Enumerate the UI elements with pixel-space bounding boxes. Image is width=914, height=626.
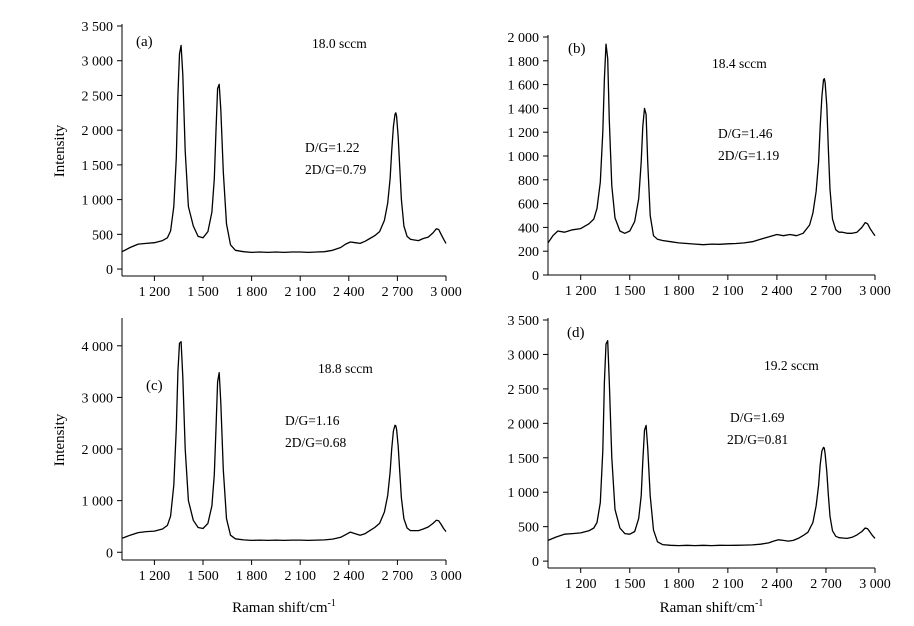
flow-rate-label: 18.8 sccm (318, 361, 373, 376)
y-tick-label: 1 000 (82, 194, 114, 209)
y-tick-label: 600 (518, 198, 539, 213)
y-tick-label: 200 (518, 245, 539, 260)
x-tick-label: 1 800 (236, 569, 268, 584)
y-tick-label: 0 (106, 263, 113, 278)
y-tick-label: 1 000 (508, 150, 540, 165)
y-tick-label: 2 000 (508, 31, 540, 46)
x-axis-title-superscript: -1 (755, 598, 763, 609)
2d-g-ratio-label: 2D/G=0.68 (285, 435, 346, 450)
flow-rate-label: 18.0 sccm (312, 36, 367, 51)
y-tick-label: 0 (532, 269, 539, 284)
raman-spectrum-line (121, 44, 447, 254)
x-tick-label: 3 000 (430, 569, 462, 584)
x-tick-label: 2 700 (810, 284, 842, 299)
y-axis-title: Intensity (52, 413, 68, 466)
x-axis-title-text: Raman shift/cm (660, 600, 756, 616)
x-tick-label: 1 500 (187, 285, 219, 300)
y-tick-label: 1 000 (82, 495, 114, 510)
panel-a: 0 500 1 000 1 500 2 000 2 500 3 000 3 500 1 200 1… (52, 20, 462, 300)
y-tick-label: 3 500 (508, 314, 540, 329)
y-tick-label: 1 600 (508, 79, 540, 94)
y-tick-label: 1 000 (508, 486, 540, 501)
x-tick-label: 2 100 (284, 569, 316, 584)
x-tick-label: 1 500 (187, 569, 219, 584)
x-axis-title: Raman shift/cm-1 (660, 598, 764, 616)
x-tick-label: 3 000 (859, 284, 891, 299)
y-tick-label: 500 (92, 228, 113, 243)
x-tick-label: 2 100 (712, 284, 744, 299)
raman-spectrum-line (547, 43, 876, 246)
d-g-ratio-label: D/G=1.16 (285, 413, 340, 428)
x-tick-label: 2 100 (712, 577, 744, 592)
x-tick-label: 2 700 (382, 569, 414, 584)
y-tick-label: 1 500 (508, 452, 540, 467)
y-tick-label: 1 500 (82, 159, 114, 174)
d-g-ratio-label: D/G=1.46 (718, 126, 773, 141)
panel-c: 0 1 000 2 000 3 000 4 000 1 200 1 500 1 800 2 10… (52, 318, 462, 584)
x-tick-label: 2 400 (333, 569, 365, 584)
flow-rate-label: 18.4 sccm (712, 56, 767, 71)
y-tick-label: 500 (518, 521, 539, 536)
y-tick-label: 1 400 (508, 102, 540, 117)
panel-b: 0 200 400 600 800 1 000 1 200 1 400 1 600 1 800 2 … (508, 31, 891, 299)
y-tick-label: 3 000 (82, 55, 114, 70)
x-tick-label: 1 200 (139, 285, 171, 300)
x-tick-label: 1 800 (663, 284, 695, 299)
x-tick-label: 2 400 (761, 284, 793, 299)
x-tick-label: 3 000 (859, 577, 891, 592)
y-tick-label: 3 000 (82, 391, 114, 406)
2d-g-ratio-label: 2D/G=0.81 (727, 432, 788, 447)
x-tick-label: 1 800 (236, 285, 268, 300)
x-tick-label: 2 400 (333, 285, 365, 300)
x-tick-label: 2 700 (810, 577, 842, 592)
x-tick-label: 1 500 (614, 284, 646, 299)
2d-g-ratio-label: 2D/G=1.19 (718, 148, 779, 163)
y-axis-title: Intensity (52, 124, 68, 177)
y-tick-label: 1 800 (508, 55, 540, 70)
x-tick-label: 2 400 (761, 577, 793, 592)
raman-spectrum-line (121, 341, 447, 542)
y-tick-label: 1 200 (508, 126, 540, 141)
y-tick-label: 3 000 (508, 348, 540, 363)
x-tick-label: 3 000 (430, 285, 462, 300)
panel-d: 0 500 1 000 1 500 2 000 2 500 3 000 3 500 1 200 1… (508, 314, 891, 592)
panel-label: (a) (136, 34, 153, 50)
y-tick-label: 2 000 (82, 443, 114, 458)
x-axis-title: Raman shift/cm-1 (232, 598, 336, 616)
y-tick-label: 3 500 (82, 20, 114, 35)
y-tick-label: 2 500 (82, 89, 114, 104)
raman-spectrum-line (547, 340, 876, 547)
y-tick-label: 800 (518, 174, 539, 189)
y-tick-label: 2 500 (508, 383, 540, 398)
d-g-ratio-label: D/G=1.22 (305, 140, 360, 155)
x-tick-label: 2 700 (382, 285, 414, 300)
y-tick-label: 0 (106, 546, 113, 561)
2d-g-ratio-label: 2D/G=0.79 (305, 162, 366, 177)
panel-label: (d) (567, 325, 585, 341)
y-tick-label: 2 000 (508, 417, 540, 432)
x-tick-label: 1 200 (565, 577, 597, 592)
x-axis-title-superscript: -1 (328, 598, 336, 609)
panel-label: (b) (568, 41, 586, 57)
y-tick-label: 4 000 (82, 340, 114, 355)
x-tick-label: 1 500 (614, 577, 646, 592)
y-tick-label: 400 (518, 221, 539, 236)
y-tick-label: 2 000 (82, 124, 114, 139)
x-tick-label: 1 800 (663, 577, 695, 592)
flow-rate-label: 19.2 sccm (764, 358, 819, 373)
y-tick-label: 0 (532, 555, 539, 570)
x-axis-title-text: Raman shift/cm (232, 600, 328, 616)
x-tick-label: 1 200 (139, 569, 171, 584)
d-g-ratio-label: D/G=1.69 (730, 410, 785, 425)
x-tick-label: 2 100 (284, 285, 316, 300)
x-tick-label: 1 200 (565, 284, 597, 299)
panel-label: (c) (146, 378, 163, 394)
